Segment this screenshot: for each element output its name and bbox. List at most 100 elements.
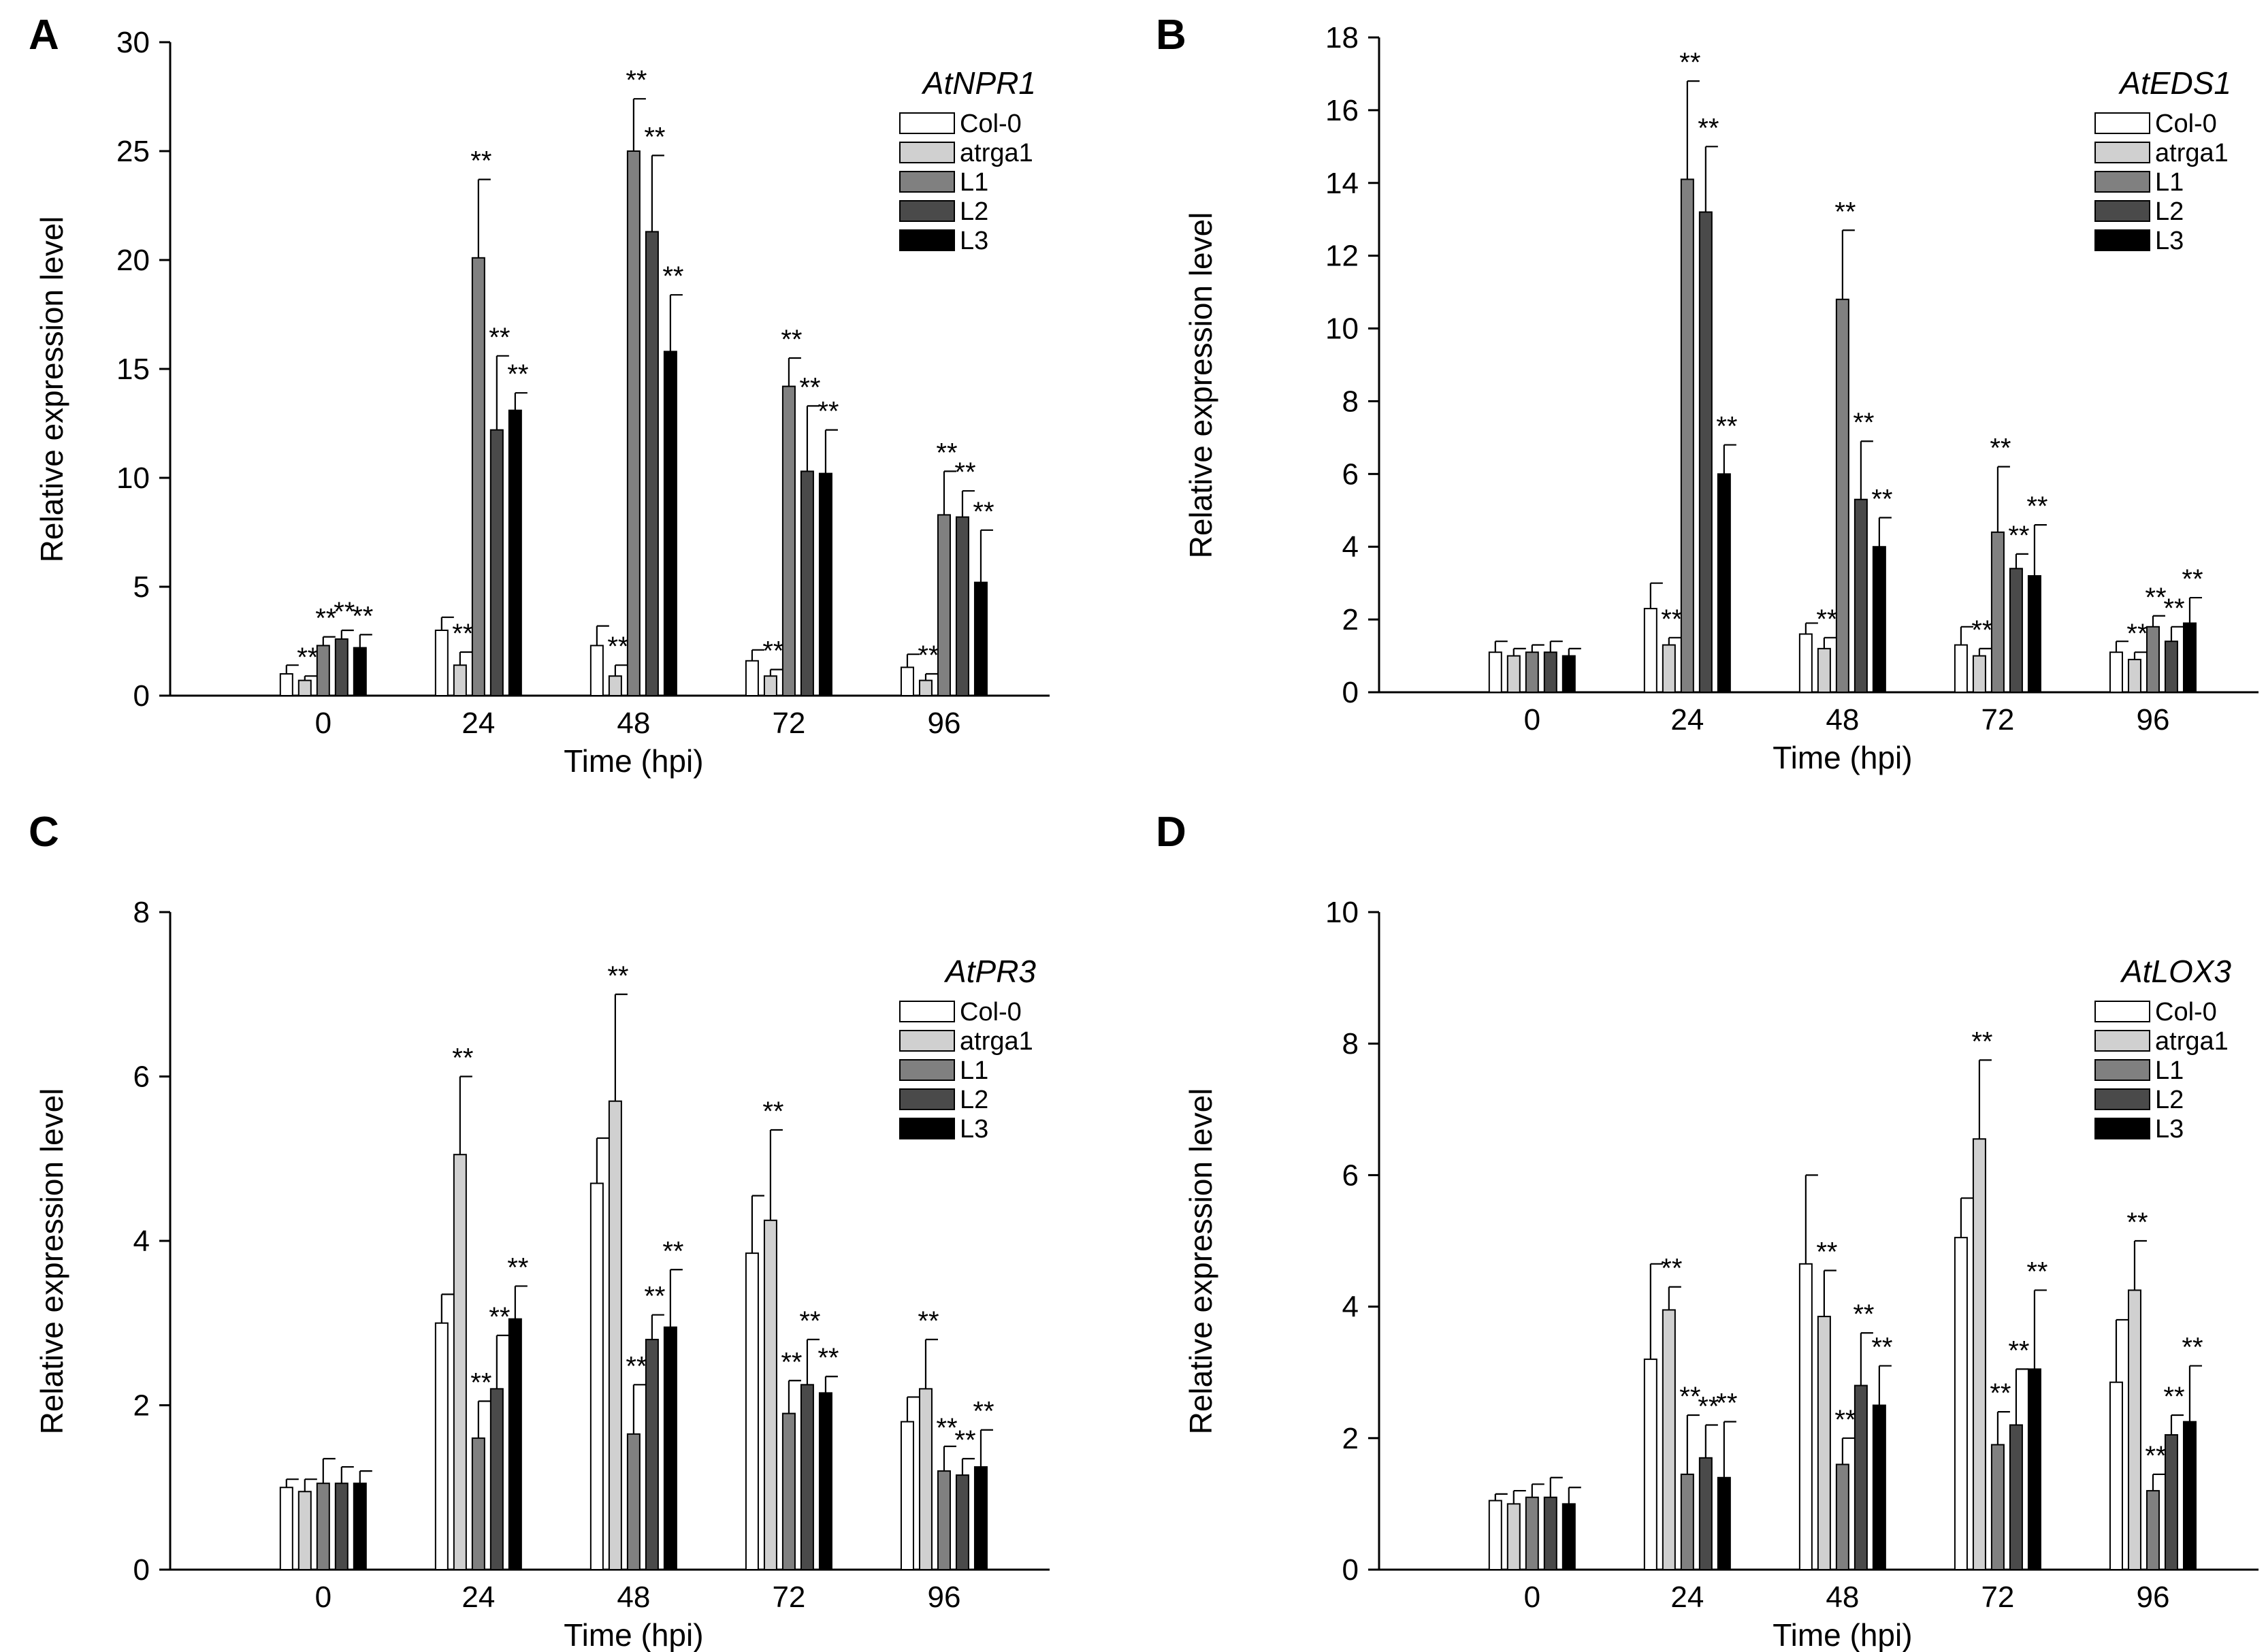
significance-label: ** [2163, 594, 2184, 623]
significance-label: ** [936, 1413, 957, 1443]
significance-label: ** [1871, 1333, 1892, 1363]
significance-label: ** [781, 1347, 802, 1377]
significance-label: ** [489, 323, 510, 353]
bar [316, 1483, 330, 1570]
chart-panel-a: A0510152025300********24********48******… [29, 12, 1050, 779]
significance-label: ** [1816, 1237, 1837, 1267]
significance-label: ** [1816, 604, 1837, 634]
y-axis-title: Relative expression level [1183, 212, 1218, 559]
bar [781, 1412, 796, 1570]
bar [626, 1433, 641, 1570]
significance-label: ** [662, 1236, 683, 1266]
bar [2027, 574, 2041, 693]
bar [297, 679, 312, 696]
significance-label: ** [470, 1367, 491, 1397]
bar [1525, 651, 1539, 694]
significance-label: ** [334, 597, 355, 627]
bar [1561, 655, 1576, 693]
bar [763, 1219, 777, 1570]
x-tick-label: 48 [617, 707, 650, 740]
bar [1854, 1384, 1868, 1571]
bar [1662, 644, 1676, 693]
y-tick-label: 16 [1325, 94, 1359, 127]
bar [297, 1491, 312, 1571]
bar [279, 1487, 293, 1570]
x-tick-label: 24 [462, 707, 495, 740]
bar [2164, 1434, 2178, 1570]
legend-label: L3 [960, 227, 988, 255]
bar [589, 645, 604, 697]
significance-label: ** [607, 632, 628, 662]
significance-label: ** [2163, 1382, 2184, 1412]
x-axis-title: Time (hpi) [564, 743, 703, 779]
significance-label: ** [297, 643, 318, 673]
bar [1643, 1358, 1657, 1570]
bar [937, 514, 951, 697]
bar [2109, 1381, 2123, 1570]
bar [745, 1252, 759, 1571]
y-tick-label: 14 [1325, 167, 1359, 200]
y-tick-label: 20 [116, 244, 150, 277]
y-tick-label: 6 [133, 1060, 150, 1094]
y-axis-title: Relative expression level [34, 216, 69, 563]
bar [781, 385, 796, 696]
bar [316, 645, 330, 697]
x-tick-label: 96 [927, 707, 960, 740]
significance-label: ** [2126, 619, 2148, 649]
y-tick-label: 8 [1342, 385, 1359, 418]
bar [918, 1388, 933, 1570]
legend-swatch [2094, 229, 2150, 251]
significance-label: ** [762, 636, 783, 666]
panel-letter: D [1156, 809, 1186, 856]
significance-label: ** [452, 619, 473, 649]
gene-title: AtEDS1 [2118, 65, 2231, 101]
bar [1972, 655, 1986, 693]
bar [1954, 644, 1968, 693]
bar [608, 1100, 622, 1570]
bar [608, 675, 622, 697]
bar [900, 666, 914, 697]
x-tick-label: 24 [1670, 1581, 1704, 1614]
significance-label: ** [1834, 1405, 1856, 1435]
bar [645, 231, 659, 696]
significance-label: ** [2126, 1208, 2148, 1237]
x-axis-title: Time (hpi) [564, 1617, 703, 1652]
y-tick-label: 4 [1342, 530, 1359, 564]
bar [2164, 641, 2178, 694]
significance-label: ** [1853, 1299, 1874, 1329]
significance-label: ** [2026, 1257, 2048, 1286]
significance-label: ** [818, 397, 839, 427]
x-tick-label: 96 [2136, 703, 2169, 736]
bar [489, 1388, 504, 1570]
bar [434, 630, 449, 696]
bar [2109, 651, 2123, 694]
bar [1854, 498, 1868, 693]
significance-label: ** [352, 601, 373, 631]
significance-label: ** [507, 1252, 528, 1282]
legend-label: atrga1 [960, 1027, 1033, 1056]
legend-label: L2 [960, 1086, 988, 1114]
bar [663, 1326, 677, 1570]
x-tick-label: 24 [462, 1581, 495, 1614]
x-tick-label: 96 [927, 1581, 960, 1614]
significance-label: ** [452, 1043, 473, 1073]
bar [1872, 1404, 1886, 1570]
significance-label: ** [1679, 1382, 1700, 1412]
x-axis-title: Time (hpi) [1773, 740, 1912, 775]
bar [2182, 622, 2197, 694]
bar [471, 257, 485, 696]
x-tick-label: 0 [1524, 1581, 1540, 1614]
bar [2146, 626, 2160, 693]
bar [800, 470, 814, 697]
significance-label: ** [2145, 583, 2166, 613]
significance-label: ** [662, 261, 683, 291]
y-tick-label: 25 [116, 135, 150, 168]
significance-label: ** [781, 325, 802, 355]
y-tick-label: 2 [1342, 603, 1359, 636]
significance-label: ** [2145, 1441, 2166, 1471]
y-tick-label: 0 [133, 1553, 150, 1587]
significance-label: ** [1853, 408, 1874, 438]
bar [955, 516, 969, 696]
